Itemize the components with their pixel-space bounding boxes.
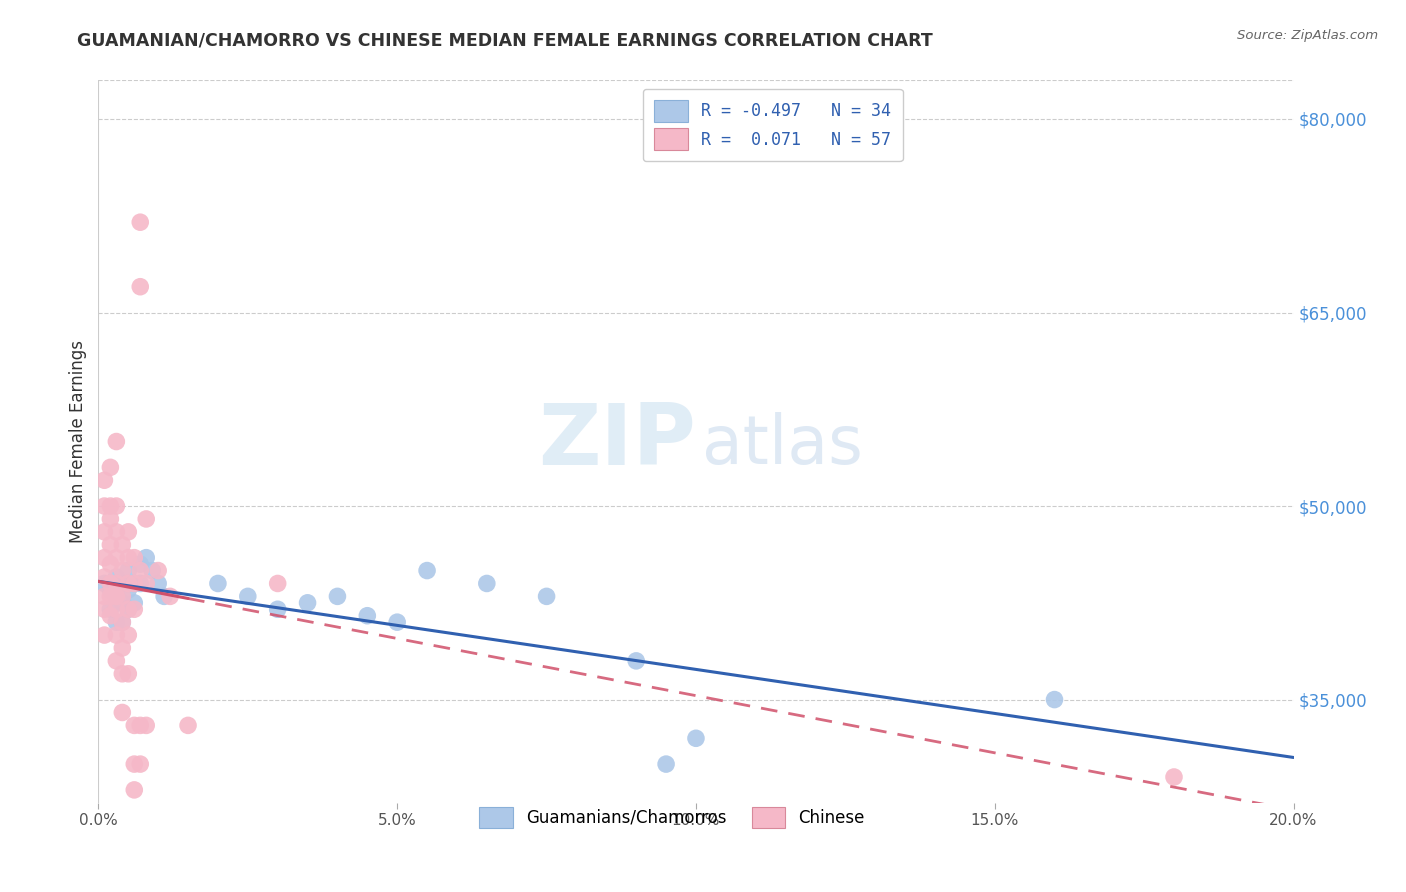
Point (129, 718, 152, 732)
Point (124, 783, 146, 797)
Point (93, 550, 115, 565)
Point (111, 590, 134, 604)
Point (111, 615, 134, 630)
Point (141, 564, 163, 578)
Legend: Guamanians/Chamorros, Chinese: Guamanians/Chamorros, Chinese (467, 793, 877, 841)
Point (385, 615, 409, 630)
Text: ZIP: ZIP (538, 400, 696, 483)
Point (135, 512, 157, 526)
Point (297, 596, 319, 610)
Point (129, 557, 152, 571)
Point (129, 279, 152, 293)
Point (135, 576, 157, 591)
Point (124, 596, 146, 610)
Point (124, 718, 146, 732)
Point (267, 602, 290, 616)
Point (117, 628, 139, 642)
Point (105, 499, 128, 513)
Point (98, 582, 122, 597)
Point (117, 550, 139, 565)
Point (124, 602, 146, 616)
Point (536, 590, 558, 604)
Point (98, 576, 122, 591)
Point (105, 524, 128, 539)
Point (111, 666, 134, 681)
Point (685, 731, 707, 746)
Point (655, 757, 678, 772)
Point (117, 582, 139, 597)
Point (111, 615, 134, 630)
Point (98, 590, 122, 604)
Point (236, 590, 259, 604)
Point (159, 590, 181, 604)
Point (626, 654, 648, 668)
Point (416, 564, 439, 578)
Point (93, 628, 115, 642)
Point (93, 590, 115, 604)
Point (117, 576, 139, 591)
Point (105, 576, 128, 591)
Point (105, 570, 128, 584)
Point (1163, 770, 1185, 784)
Point (111, 596, 134, 610)
Point (93, 524, 115, 539)
Point (98, 608, 122, 623)
Y-axis label: Median Female Earnings: Median Female Earnings (69, 340, 87, 543)
Point (111, 564, 134, 578)
Point (135, 718, 157, 732)
Point (98, 538, 122, 552)
Point (124, 757, 146, 772)
Point (111, 538, 134, 552)
Point (1043, 692, 1066, 706)
Point (105, 602, 128, 616)
Point (124, 576, 146, 591)
Point (98, 460, 122, 475)
Point (129, 564, 152, 578)
Point (177, 718, 200, 732)
Point (117, 524, 139, 539)
Point (148, 564, 170, 578)
Point (124, 550, 146, 565)
Point (98, 557, 122, 571)
Point (93, 473, 115, 487)
Text: GUAMANIAN/CHAMORRO VS CHINESE MEDIAN FEMALE EARNINGS CORRELATION CHART: GUAMANIAN/CHAMORRO VS CHINESE MEDIAN FEM… (77, 31, 934, 49)
Point (105, 628, 128, 642)
Point (93, 570, 115, 584)
Point (105, 654, 128, 668)
Point (117, 602, 139, 616)
Point (111, 640, 134, 655)
Point (207, 576, 229, 591)
Point (326, 590, 349, 604)
Point (105, 590, 128, 604)
Point (93, 576, 115, 591)
Point (267, 576, 290, 591)
Point (105, 550, 128, 565)
Point (148, 576, 170, 591)
Point (93, 499, 115, 513)
Point (105, 590, 128, 604)
Point (129, 757, 152, 772)
Point (129, 215, 152, 229)
Point (475, 576, 498, 591)
Point (98, 602, 122, 616)
Point (105, 615, 128, 630)
Point (117, 564, 139, 578)
Text: atlas: atlas (702, 412, 863, 478)
Text: Source: ZipAtlas.com: Source: ZipAtlas.com (1237, 29, 1378, 42)
Point (135, 550, 157, 565)
Point (117, 602, 139, 616)
Point (356, 608, 378, 623)
Point (105, 434, 128, 449)
Point (153, 590, 176, 604)
Point (111, 576, 134, 591)
Point (98, 512, 122, 526)
Point (111, 706, 134, 720)
Point (98, 499, 122, 513)
Point (93, 602, 115, 616)
Point (129, 576, 152, 591)
Point (124, 576, 146, 591)
Point (117, 666, 139, 681)
